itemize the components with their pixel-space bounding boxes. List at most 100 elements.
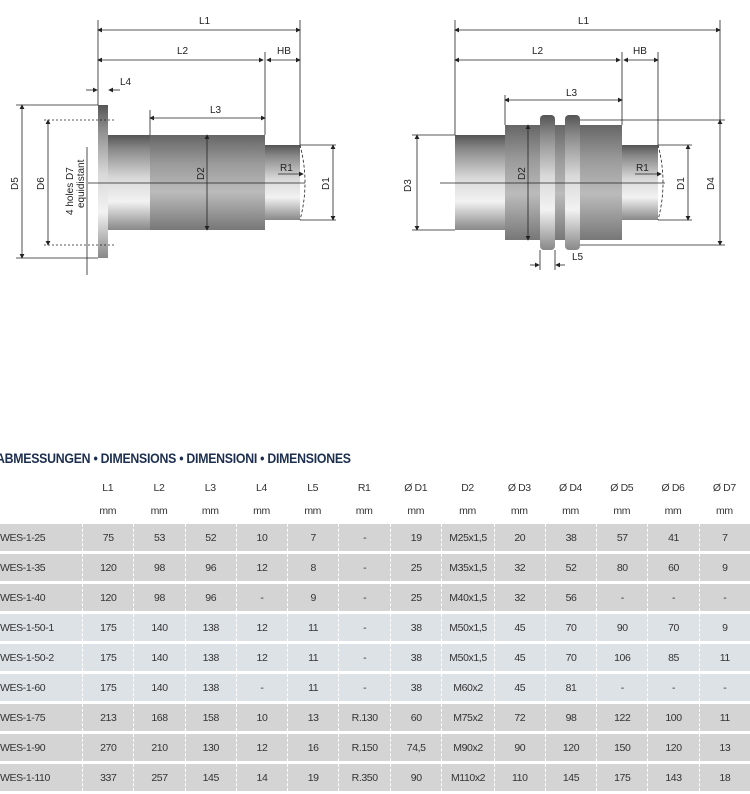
column-header: Ø D4 xyxy=(559,482,582,494)
label-d6: D6 xyxy=(36,177,47,190)
table-cell: 11 xyxy=(287,674,339,701)
table-cell: M35x1,5 xyxy=(441,554,494,581)
table-cell: 41 xyxy=(647,524,699,551)
table-cell: - xyxy=(338,644,391,671)
unit-cell: mm xyxy=(201,505,219,517)
table-cell: 90 xyxy=(596,614,648,641)
table-cell: - xyxy=(596,674,648,701)
table-cell: 145 xyxy=(184,764,236,791)
table-cell: 70 xyxy=(544,644,597,671)
table-cell: 90 xyxy=(390,764,442,791)
label-r1: R1 xyxy=(280,163,293,174)
column-header: L1 xyxy=(102,482,114,494)
table-cell: R.350 xyxy=(338,764,391,791)
table-cell: 96 xyxy=(184,554,236,581)
table-cell: 140 xyxy=(133,644,185,671)
table-cell: - xyxy=(596,584,648,611)
model-name: WES-1-40 xyxy=(0,584,83,611)
table-cell: 72 xyxy=(493,704,545,731)
table-row: WES-1-60 175 140 138-11-38 M60x2 45 81- - - xyxy=(0,674,750,701)
table-cell: - xyxy=(338,524,391,551)
table-cell: 11 xyxy=(698,704,750,731)
table-cell: 74,5 xyxy=(390,734,442,761)
table-row: WES-1-75 213 168 158 10 13 R.130 60 M75x2 72 98 122… xyxy=(0,704,750,731)
unit-cell: mm xyxy=(253,505,270,517)
table-cell: 56 xyxy=(544,584,597,611)
table-cell: 9 xyxy=(698,614,750,641)
table-cell: - xyxy=(338,554,391,581)
table-cell: 81 xyxy=(544,674,597,701)
table-cell: 11 xyxy=(287,614,339,641)
table-cell: 130 xyxy=(184,734,236,761)
table-cell: 32 xyxy=(493,554,545,581)
table-cell: 138 xyxy=(184,614,236,641)
column-header: L5 xyxy=(307,482,319,494)
table-cell: 10 xyxy=(235,704,288,731)
table-cell: - xyxy=(698,584,750,611)
table-cell: - xyxy=(338,674,391,701)
unit-cell: mm xyxy=(99,505,117,517)
table-cell: 122 xyxy=(596,704,648,731)
table-cell: 175 xyxy=(82,644,134,671)
label-d4: D4 xyxy=(706,177,717,190)
table-cell: M110x2 xyxy=(441,764,494,791)
table-cell: 53 xyxy=(133,524,185,551)
table-cell: 337 xyxy=(82,764,134,791)
table-cell: 168 xyxy=(133,704,185,731)
table-cell: 38 xyxy=(544,524,597,551)
table-cell: 60 xyxy=(390,704,442,731)
table-cell: M50x1,5 xyxy=(441,614,494,641)
table-cell: 32 xyxy=(493,584,545,611)
table-cell: 60 xyxy=(647,554,699,581)
table-row: WES-1-50-1 175 140 138 12 11-38 M50x1,5 45 70 90 7… xyxy=(0,614,750,641)
unit-cell: mm xyxy=(562,505,579,517)
table-cell: 38 xyxy=(390,644,442,671)
table-cell: 12 xyxy=(235,644,288,671)
table-cell: 150 xyxy=(596,734,648,761)
table-cell: M60x2 xyxy=(441,674,494,701)
table-cell: 140 xyxy=(133,674,185,701)
table-cell: 90 xyxy=(493,734,545,761)
table-cell: 9 xyxy=(698,554,750,581)
table-cell: M40x1,5 xyxy=(441,584,494,611)
table-row: WES-1-50-2 175 140 138 12 11-38 M50x1,5 45 70 106… xyxy=(0,644,750,671)
table-cell: 25 xyxy=(390,554,442,581)
table-row: WES-1-35 120 98 96 12 8-25 M35x1,5 32 52 80 60 9 xyxy=(0,554,750,581)
table-cell: 12 xyxy=(235,614,288,641)
table-cell: 18 xyxy=(698,764,750,791)
unit-cell: mm xyxy=(355,505,373,517)
table-cell: - xyxy=(235,674,288,701)
label-l4: L4 xyxy=(120,77,132,88)
unit-cell: mm xyxy=(407,505,425,517)
unit-cell: mm xyxy=(715,505,733,517)
table-cell: 175 xyxy=(596,764,648,791)
table-cell: 138 xyxy=(184,674,236,701)
table-cell: 12 xyxy=(235,554,288,581)
table-cell: - xyxy=(338,584,391,611)
label-l3: L3 xyxy=(210,105,222,116)
table-cell: 10 xyxy=(235,524,288,551)
table-cell: 120 xyxy=(544,734,597,761)
column-header: L4 xyxy=(256,482,267,494)
table-cell: 7 xyxy=(698,524,750,551)
table-cell: 13 xyxy=(287,704,339,731)
dimensions-table: L1 L2 L3 L4 L5 R1 Ø D1 D2 Ø D3 Ø D4 Ø D5 Ø D6 Ø D7 m… xyxy=(0,475,750,794)
table-cell: 7 xyxy=(287,524,339,551)
drawing-right: L1 L2 HB L3 D3 D2 R1 D1 D4 L5 xyxy=(403,16,725,270)
model-name: WES-1-90 xyxy=(0,734,83,761)
table-cell: 98 xyxy=(544,704,597,731)
table-cell: 120 xyxy=(82,584,134,611)
label-hb: HB xyxy=(633,46,647,57)
model-name: WES-1-60 xyxy=(0,674,83,701)
table-cell: 57 xyxy=(596,524,648,551)
label-hb: HB xyxy=(277,46,291,57)
label-d3: D3 xyxy=(403,179,414,192)
technical-drawings: L1 L2 HB L4 L3 D5 D6 4 holes D7 equidist… xyxy=(10,16,725,275)
table-cell: 70 xyxy=(647,614,699,641)
column-header: Ø D5 xyxy=(610,482,634,494)
table-cell: 140 xyxy=(133,614,185,641)
table-cell: 45 xyxy=(493,614,545,641)
table-cell: 19 xyxy=(287,764,339,791)
table-cell: 20 xyxy=(493,524,545,551)
label-holes: 4 holes D7 xyxy=(65,167,76,215)
